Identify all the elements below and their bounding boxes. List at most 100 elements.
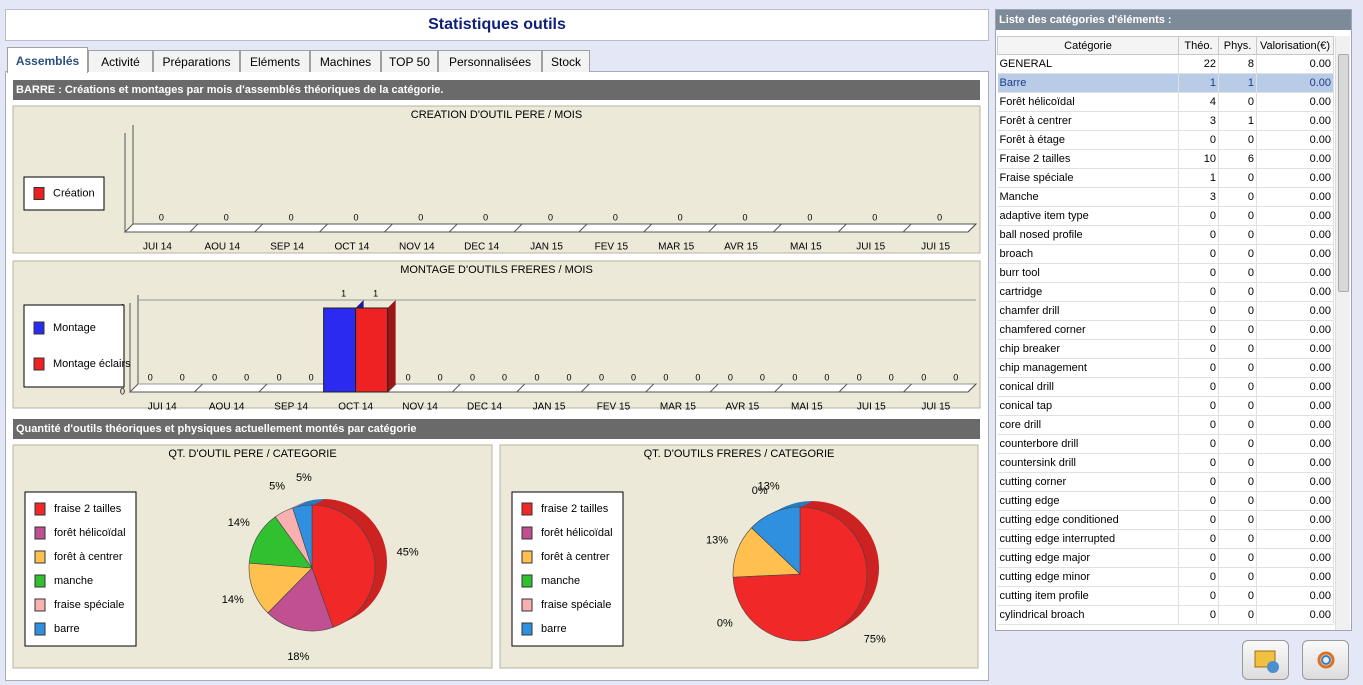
table-row[interactable]: cutting edge conditioned000.00: [998, 511, 1334, 530]
table-row[interactable]: chip management000.00: [998, 359, 1334, 378]
table-row[interactable]: chip breaker000.00: [998, 340, 1334, 359]
number-cell: 0.00: [1257, 55, 1334, 74]
number-cell: 0: [1219, 530, 1257, 549]
table-row[interactable]: cutting edge000.00: [998, 492, 1334, 511]
number-cell: 0: [1219, 207, 1257, 226]
table-row[interactable]: Forêt à centrer310.00: [998, 112, 1334, 131]
value-label: 1: [341, 288, 346, 298]
legend-swatch: [522, 575, 532, 587]
number-cell: 0: [1179, 340, 1219, 359]
value-label: 0: [180, 372, 185, 382]
table-row[interactable]: cutting item profile000.00: [998, 587, 1334, 606]
table-row[interactable]: Manche300.00: [998, 188, 1334, 207]
value-label: 0: [743, 212, 748, 222]
value-label: 5%: [296, 472, 312, 484]
number-cell: 0: [1179, 492, 1219, 511]
value-label: 0: [470, 372, 475, 382]
x-tick-label: SEP 14: [274, 402, 308, 413]
value-label: 0: [224, 212, 229, 222]
legend-label: manche: [541, 575, 580, 587]
value-label: 0: [695, 372, 700, 382]
category-cell: cutting edge conditioned: [998, 511, 1179, 530]
export-icon: [1243, 641, 1288, 679]
x-tick-label: FEV 15: [595, 242, 629, 253]
number-cell: 0: [1219, 416, 1257, 435]
legend-label: forêt à centrer: [541, 551, 610, 563]
number-cell: 0: [1179, 226, 1219, 245]
category-cell: Forêt à centrer: [998, 112, 1179, 131]
refresh-button[interactable]: [1302, 640, 1349, 680]
table-row[interactable]: chamfered corner000.00: [998, 321, 1334, 340]
table-row[interactable]: Forêt hélicoïdal400.00: [998, 93, 1334, 112]
table-row[interactable]: GENERAL2280.00: [998, 55, 1334, 74]
number-cell: 1: [1219, 112, 1257, 131]
column-header: Phys.: [1219, 37, 1257, 55]
export-button[interactable]: [1242, 640, 1289, 680]
table-row[interactable]: chamfer drill000.00: [998, 302, 1334, 321]
x-tick-label: JUI 14: [143, 242, 172, 253]
number-cell: 0: [1179, 264, 1219, 283]
number-cell: 0.00: [1257, 264, 1334, 283]
table-row[interactable]: core drill000.00: [998, 416, 1334, 435]
category-cell: cylindrical broach: [998, 606, 1179, 625]
category-cell: cutting edge major: [998, 549, 1179, 568]
number-cell: 0: [1219, 511, 1257, 530]
table-row[interactable]: countersink drill000.00: [998, 454, 1334, 473]
scrollbar[interactable]: [1335, 36, 1350, 630]
x-tick-label: DEC 14: [464, 242, 499, 253]
number-cell: 1: [1219, 74, 1257, 93]
number-cell: 0.00: [1257, 112, 1334, 131]
x-tick-label: AOU 14: [204, 242, 240, 253]
x-tick-label: OCT 14: [338, 402, 373, 413]
x-tick-label: JUI 15: [921, 402, 950, 413]
table-row[interactable]: adaptive item type000.00: [998, 207, 1334, 226]
value-label: 5%: [269, 481, 285, 493]
number-cell: 0.00: [1257, 606, 1334, 625]
number-cell: 0: [1179, 302, 1219, 321]
y-tick-label: 0: [120, 386, 125, 396]
number-cell: 1: [1179, 74, 1219, 93]
legend-swatch: [522, 527, 532, 539]
tab[interactable]: Assemblés: [7, 47, 88, 73]
number-cell: 0: [1179, 511, 1219, 530]
table-row[interactable]: cylindrical broach000.00: [998, 606, 1334, 625]
table-row[interactable]: cutting edge minor000.00: [998, 568, 1334, 587]
number-cell: 0: [1179, 416, 1219, 435]
table-row[interactable]: Forêt à étage000.00: [998, 131, 1334, 150]
x-tick-label: DEC 14: [467, 402, 502, 413]
scroll-thumb[interactable]: [1338, 54, 1349, 292]
value-label: 0: [353, 212, 358, 222]
floor: [125, 224, 976, 232]
number-cell: 0: [1179, 321, 1219, 340]
number-cell: 0: [1219, 131, 1257, 150]
number-cell: 0: [1179, 359, 1219, 378]
legend-swatch: [522, 623, 532, 635]
number-cell: 0: [1219, 492, 1257, 511]
table-row[interactable]: counterbore drill000.00: [998, 435, 1334, 454]
value-label: 0: [678, 212, 683, 222]
table-row[interactable]: cutting corner000.00: [998, 473, 1334, 492]
x-tick-label: JUI 15: [921, 242, 950, 253]
number-cell: 0.00: [1257, 549, 1334, 568]
table-row[interactable]: Fraise spéciale100.00: [998, 169, 1334, 188]
table-row[interactable]: Fraise 2 tailles1060.00: [998, 150, 1334, 169]
table-row[interactable]: cartridge000.00: [998, 283, 1334, 302]
x-tick-label: SEP 14: [270, 242, 304, 253]
table-row[interactable]: ball nosed profile000.00: [998, 226, 1334, 245]
table-row[interactable]: burr tool000.00: [998, 264, 1334, 283]
legend-label: Montage: [53, 322, 96, 334]
number-cell: 0.00: [1257, 359, 1334, 378]
table-row[interactable]: broach000.00: [998, 245, 1334, 264]
table-row[interactable]: conical tap000.00: [998, 397, 1334, 416]
category-cell: cutting item profile: [998, 587, 1179, 606]
value-label: 1: [373, 288, 378, 298]
table-row[interactable]: cutting edge interrupted000.00: [998, 530, 1334, 549]
x-tick-label: JUI 15: [857, 402, 886, 413]
category-cell: chip management: [998, 359, 1179, 378]
bar-side: [388, 300, 396, 392]
table-row[interactable]: Barre110.00: [998, 74, 1334, 93]
table-row[interactable]: conical drill000.00: [998, 378, 1334, 397]
x-tick-label: JAN 15: [533, 402, 566, 413]
table-row[interactable]: cutting edge major000.00: [998, 549, 1334, 568]
category-cell: conical tap: [998, 397, 1179, 416]
